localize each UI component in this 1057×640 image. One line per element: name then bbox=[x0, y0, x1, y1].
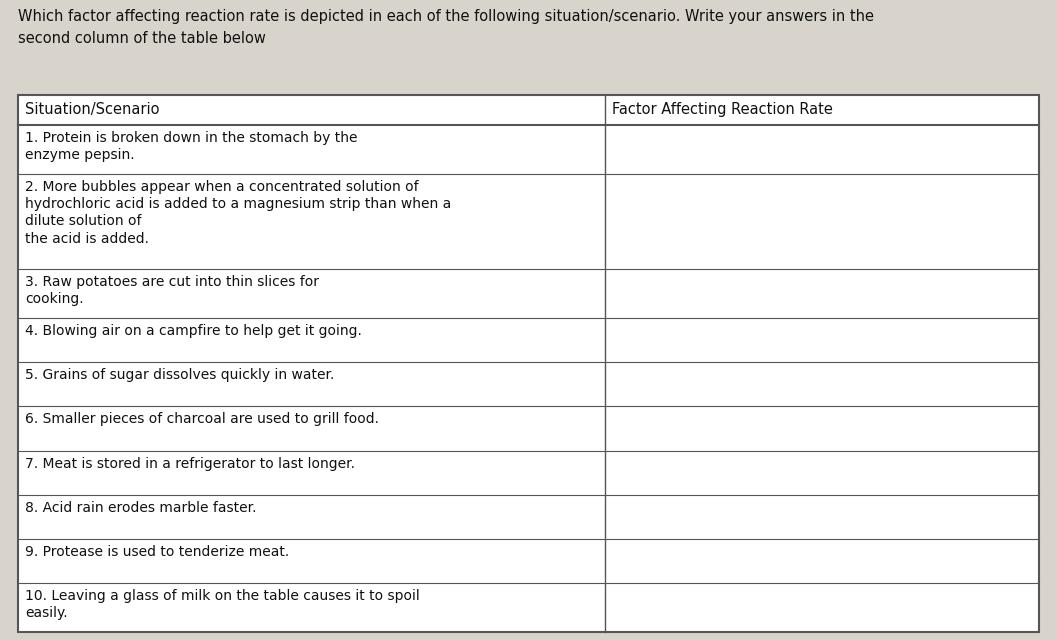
Text: 4. Blowing air on a campfire to help get it going.: 4. Blowing air on a campfire to help get… bbox=[25, 324, 361, 338]
Text: 5. Grains of sugar dissolves quickly in water.: 5. Grains of sugar dissolves quickly in … bbox=[25, 368, 334, 382]
Bar bbox=[18, 95, 1039, 632]
Text: second column of the table below: second column of the table below bbox=[18, 31, 266, 46]
Text: 6. Smaller pieces of charcoal are used to grill food.: 6. Smaller pieces of charcoal are used t… bbox=[25, 412, 379, 426]
Text: Which factor affecting reaction rate is depicted in each of the following situat: Which factor affecting reaction rate is … bbox=[18, 9, 874, 24]
Text: 10. Leaving a glass of milk on the table causes it to spoil
easily.: 10. Leaving a glass of milk on the table… bbox=[25, 589, 420, 620]
Text: 9. Protease is used to tenderize meat.: 9. Protease is used to tenderize meat. bbox=[25, 545, 290, 559]
Text: 1. Protein is broken down in the stomach by the
enzyme pepsin.: 1. Protein is broken down in the stomach… bbox=[25, 131, 357, 163]
Text: Situation/Scenario: Situation/Scenario bbox=[25, 102, 160, 118]
Text: 2. More bubbles appear when a concentrated solution of
hydrochloric acid is adde: 2. More bubbles appear when a concentrat… bbox=[25, 180, 451, 246]
Text: 3. Raw potatoes are cut into thin slices for
cooking.: 3. Raw potatoes are cut into thin slices… bbox=[25, 275, 319, 307]
Text: 8. Acid rain erodes marble faster.: 8. Acid rain erodes marble faster. bbox=[25, 500, 257, 515]
Bar bbox=[18, 95, 1039, 632]
Text: Factor Affecting Reaction Rate: Factor Affecting Reaction Rate bbox=[612, 102, 833, 118]
Text: 7. Meat is stored in a refrigerator to last longer.: 7. Meat is stored in a refrigerator to l… bbox=[25, 456, 355, 470]
